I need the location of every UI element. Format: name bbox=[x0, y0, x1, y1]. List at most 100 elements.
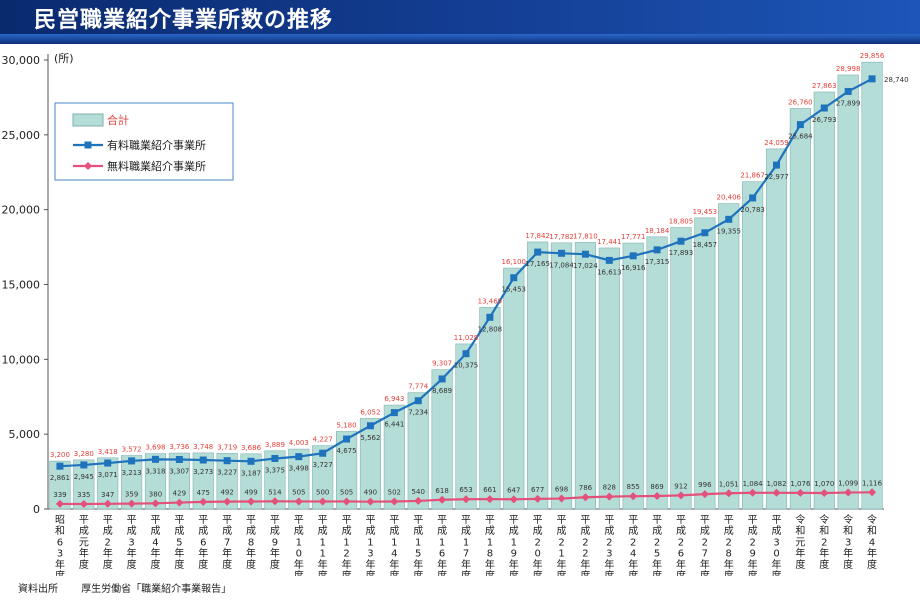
free-label: 540 bbox=[412, 488, 425, 496]
free-series-point bbox=[438, 495, 447, 504]
x-tick-label-char: 度 bbox=[79, 558, 89, 571]
paid-series-point bbox=[247, 457, 255, 465]
x-tick-label: 平 bbox=[342, 515, 352, 526]
paid-label: 8,689 bbox=[432, 387, 452, 395]
paid-series-point bbox=[128, 457, 136, 465]
bar-total bbox=[574, 242, 596, 510]
free-label: 855 bbox=[627, 483, 640, 491]
free-series-point bbox=[247, 497, 256, 506]
free-series-point bbox=[127, 499, 136, 508]
x-tick-label-char: 成 bbox=[318, 525, 328, 537]
paid-label: 17,893 bbox=[669, 249, 694, 257]
paid-series-point bbox=[701, 229, 709, 237]
x-tick-label: 令 bbox=[867, 513, 877, 526]
x-tick-label-char: 成 bbox=[557, 525, 567, 537]
x-tick-label-char: 元 bbox=[795, 537, 805, 548]
paid-series-point bbox=[319, 449, 327, 457]
bar-total bbox=[670, 227, 692, 510]
total-label: 19,453 bbox=[693, 208, 718, 216]
free-label: 912 bbox=[674, 482, 687, 490]
free-label: 828 bbox=[603, 484, 616, 492]
bar-total bbox=[742, 181, 764, 510]
bar-total bbox=[288, 448, 310, 510]
x-tick-label-char: 成 bbox=[676, 525, 686, 537]
paid-series-point bbox=[868, 75, 876, 83]
free-series-point bbox=[700, 490, 709, 499]
free-series-point bbox=[390, 497, 399, 506]
x-tick-label-char: 年 bbox=[365, 558, 375, 571]
x-tick-label-char: 年 bbox=[867, 547, 877, 560]
x-tick-label: 平 bbox=[222, 515, 232, 526]
legend-label-total: 合計 bbox=[107, 113, 129, 127]
x-tick-label-char: 度 bbox=[700, 569, 710, 576]
x-tick-label-char: 成 bbox=[413, 525, 423, 537]
free-label: 1,076 bbox=[790, 480, 811, 488]
x-tick-label: 平 bbox=[676, 515, 686, 526]
x-tick-label-char: 7 bbox=[463, 549, 469, 560]
total-label: 17,441 bbox=[597, 238, 622, 246]
x-tick-label: 平 bbox=[127, 515, 137, 526]
x-tick-label-char: 年 bbox=[342, 558, 352, 571]
x-tick-label-char: 1 bbox=[296, 537, 302, 548]
x-tick-label-char: 成 bbox=[772, 525, 782, 537]
total-label: 29,856 bbox=[860, 52, 885, 60]
free-series-point bbox=[199, 497, 208, 506]
total-label: 16,100 bbox=[502, 258, 527, 266]
total-label: 24,059 bbox=[764, 139, 789, 147]
legend-marker-paid bbox=[84, 141, 92, 149]
total-label: 3,736 bbox=[169, 443, 190, 451]
x-tick-label-char: 年 bbox=[198, 547, 208, 560]
free-label: 1,051 bbox=[719, 480, 739, 488]
bar-total bbox=[431, 369, 453, 510]
x-tick-label-char: 2 bbox=[582, 537, 588, 548]
free-series-point bbox=[844, 488, 853, 497]
paid-series-point bbox=[199, 456, 207, 464]
total-label: 13,469 bbox=[478, 297, 503, 305]
x-tick-label-char: 成 bbox=[509, 525, 519, 537]
free-label: 647 bbox=[507, 486, 520, 494]
x-tick-label-char: 度 bbox=[174, 558, 184, 571]
paid-label: 6,441 bbox=[384, 421, 404, 429]
x-tick-label-char: 年 bbox=[174, 547, 184, 560]
bar-total bbox=[264, 450, 286, 510]
x-tick-label-char: 年 bbox=[580, 558, 590, 571]
x-tick-label-char: 成 bbox=[748, 525, 758, 537]
legend-marker-free bbox=[84, 162, 92, 170]
bar-total bbox=[455, 343, 477, 510]
paid-label: 16,613 bbox=[597, 268, 622, 276]
paid-label: 28,740 bbox=[884, 76, 909, 84]
total-label: 7,774 bbox=[408, 383, 429, 391]
x-tick-label-char: 成 bbox=[174, 525, 184, 537]
paid-series-point bbox=[462, 350, 470, 358]
free-series-point bbox=[868, 488, 877, 497]
x-tick-label-char: 度 bbox=[819, 558, 829, 571]
paid-series-point bbox=[438, 375, 446, 383]
bar-total bbox=[73, 459, 95, 510]
paid-label: 3,318 bbox=[145, 467, 165, 475]
x-tick-label: 平 bbox=[246, 515, 256, 526]
x-tick-label-char: 成 bbox=[533, 525, 543, 537]
x-tick-label-char: 年 bbox=[485, 558, 495, 571]
bar-total bbox=[97, 457, 119, 510]
paid-label: 17,024 bbox=[573, 262, 598, 270]
total-label: 17,782 bbox=[549, 233, 574, 241]
x-tick-label: 平 bbox=[103, 515, 113, 526]
x-tick-label-char: 年 bbox=[795, 547, 805, 560]
x-tick-label-char: 7 bbox=[224, 537, 230, 548]
x-tick-label-char: 1 bbox=[343, 537, 349, 548]
bar-total bbox=[598, 247, 620, 510]
free-series-point bbox=[294, 497, 303, 506]
paid-label: 3,727 bbox=[313, 461, 333, 469]
paid-series-point bbox=[343, 435, 351, 443]
x-tick-label-char: 1 bbox=[319, 537, 325, 548]
total-label: 3,572 bbox=[122, 446, 142, 454]
x-tick-label: 平 bbox=[557, 515, 567, 526]
x-tick-label-char: 0 bbox=[534, 549, 540, 560]
total-label: 20,406 bbox=[716, 194, 741, 202]
x-tick-label-char: 年 bbox=[533, 558, 543, 571]
free-label: 1,082 bbox=[766, 480, 786, 488]
free-label: 339 bbox=[53, 491, 66, 499]
x-tick-label: 平 bbox=[748, 515, 758, 526]
paid-label: 15,453 bbox=[502, 286, 527, 294]
x-tick-label-char: 成 bbox=[150, 525, 160, 537]
